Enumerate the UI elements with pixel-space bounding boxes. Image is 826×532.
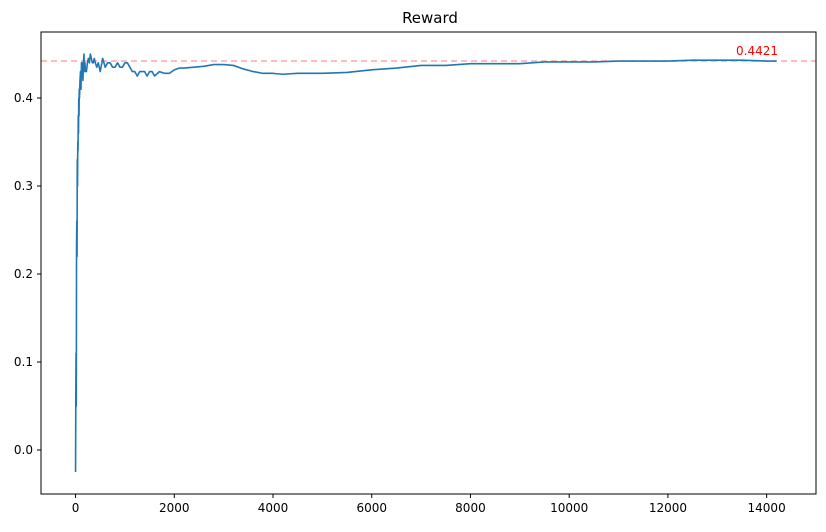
chart-title: Reward: [402, 9, 458, 27]
x-tick-label: 14000: [748, 501, 786, 515]
y-tick-label: 0.1: [14, 355, 33, 369]
y-tick-label: 0.4: [14, 91, 33, 105]
y-tick-label: 0.0: [14, 443, 33, 457]
x-tick-label: 12000: [649, 501, 687, 515]
y-tick-label: 0.3: [14, 179, 33, 193]
plot-layer: 0.4421: [41, 44, 816, 473]
x-tick-label: 4000: [258, 501, 289, 515]
x-tick-label: 6000: [356, 501, 387, 515]
axes-frame: [40, 31, 817, 495]
y-tick-label: 0.2: [14, 267, 33, 281]
x-tick-label: 10000: [550, 501, 588, 515]
series-line-0: [74, 53, 777, 473]
x-tick-label: 0: [72, 501, 80, 515]
x-tick-label: 2000: [159, 501, 190, 515]
x-tick-label: 8000: [455, 501, 486, 515]
reference-line-label: 0.4421: [736, 44, 778, 58]
axis-layer: 0 2000 4000 6000 8000 10000 12000 14000 0.0 0.1 0.…: [14, 91, 786, 515]
